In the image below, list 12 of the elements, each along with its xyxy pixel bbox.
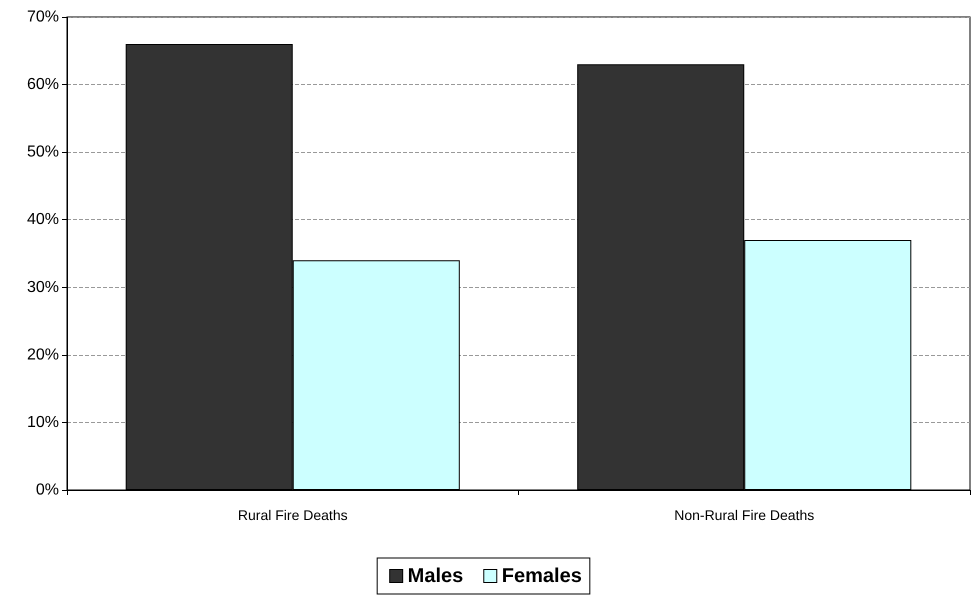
y-tick-label: 30% bbox=[26, 278, 59, 296]
y-tick-label: 20% bbox=[26, 346, 59, 364]
y-tick-label: 10% bbox=[26, 414, 59, 431]
y-tick-label: 60% bbox=[26, 76, 59, 94]
x-tick-label: Non-Rural Fire Deaths bbox=[674, 507, 814, 523]
y-tick-label: 70% bbox=[26, 8, 59, 26]
legend-label: Males bbox=[408, 565, 464, 587]
legend-label: Females bbox=[502, 565, 582, 587]
y-tick-label: 40% bbox=[26, 211, 59, 228]
y-tick-label: 50% bbox=[26, 144, 59, 161]
x-tick-label: Rural Fire Deaths bbox=[238, 507, 348, 523]
y-tick-label: 0% bbox=[36, 482, 59, 498]
